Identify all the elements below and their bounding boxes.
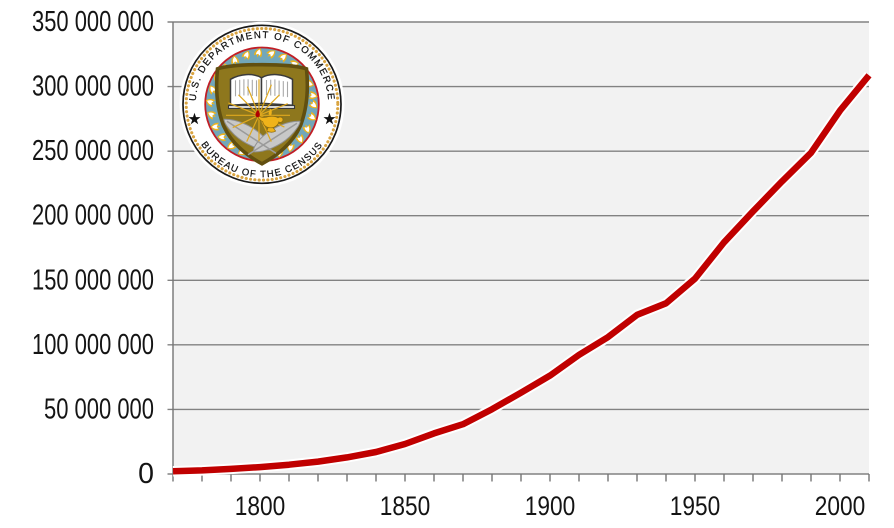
svg-text:300 000 000: 300 000 000 xyxy=(32,71,154,103)
svg-text:1850: 1850 xyxy=(380,491,431,521)
svg-text:150 000 000: 150 000 000 xyxy=(32,264,154,296)
svg-text:1950: 1950 xyxy=(670,491,721,521)
svg-text:1800: 1800 xyxy=(235,491,286,521)
svg-text:50 000 000: 50 000 000 xyxy=(44,393,154,425)
svg-text:250 000 000: 250 000 000 xyxy=(32,135,154,167)
svg-text:350 000 000: 350 000 000 xyxy=(32,6,154,38)
svg-text:200 000 000: 200 000 000 xyxy=(32,200,154,232)
svg-text:1900: 1900 xyxy=(525,491,576,521)
svg-text:100 000 000: 100 000 000 xyxy=(32,329,154,361)
svg-text:2000: 2000 xyxy=(815,491,866,521)
svg-text:0: 0 xyxy=(138,458,154,490)
